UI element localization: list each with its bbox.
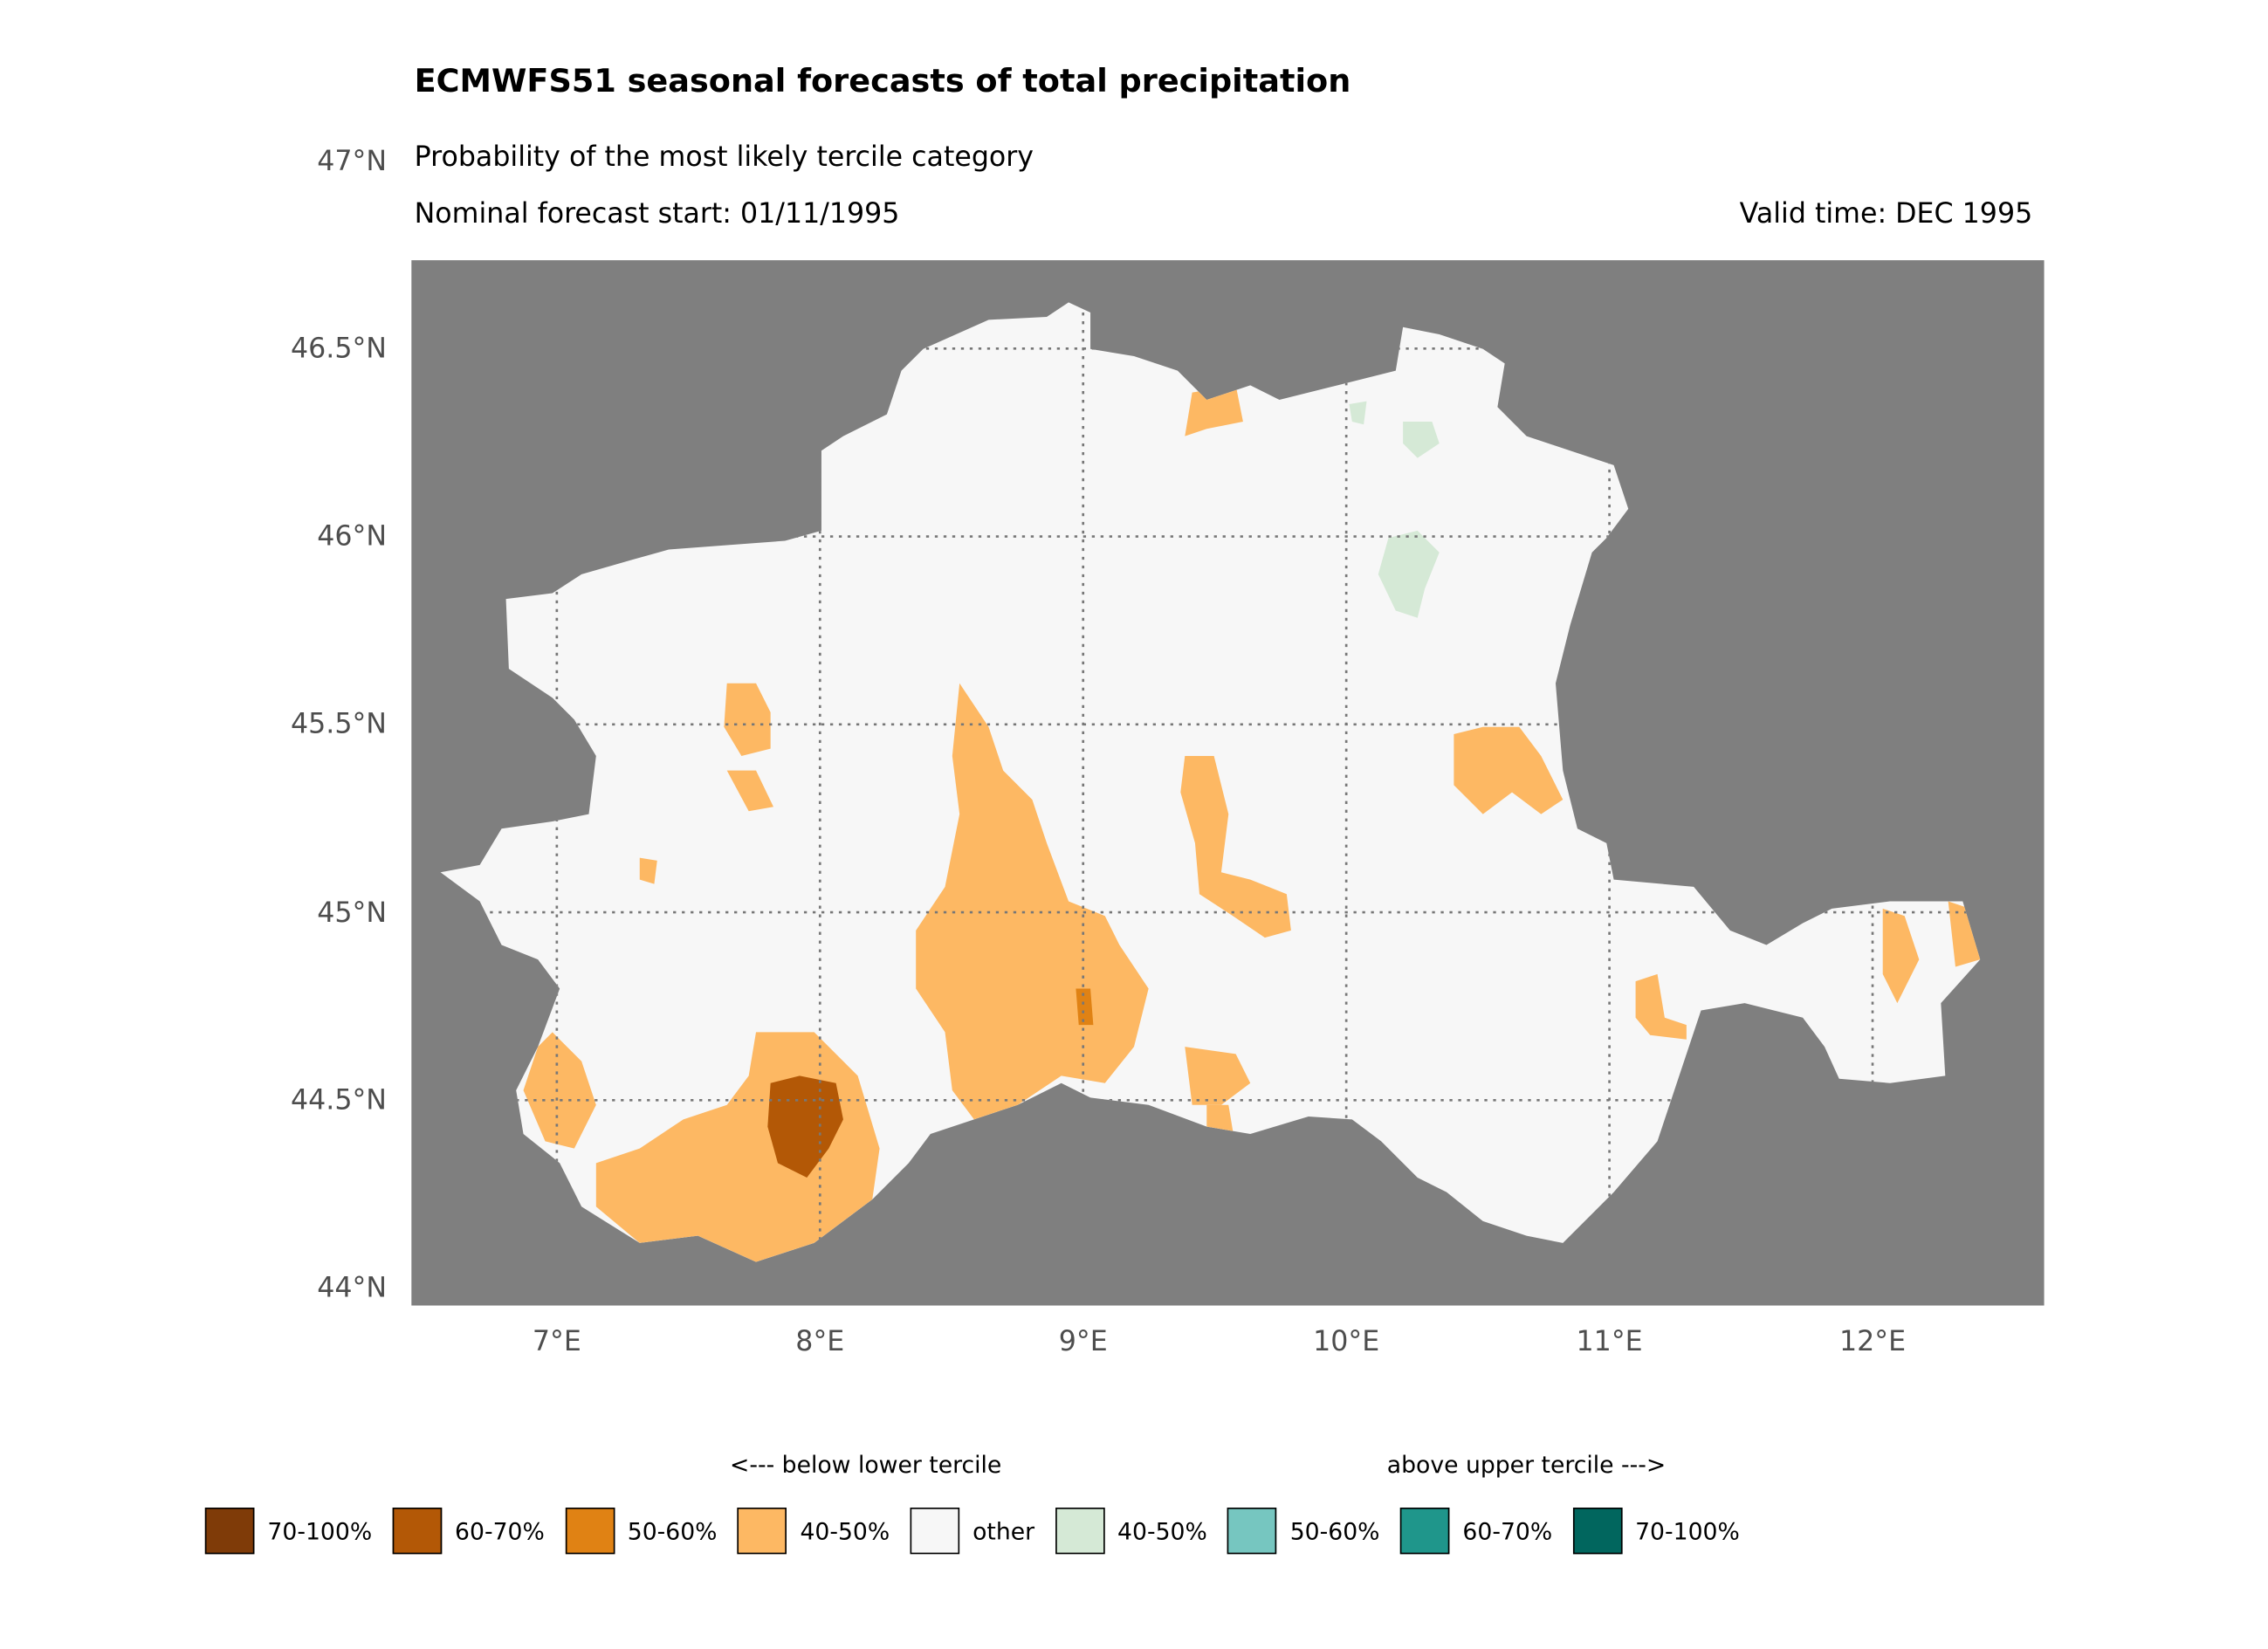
lon-tick-label: 11°E [1576, 1325, 1643, 1358]
lon-tick-label: 9°E [1058, 1325, 1108, 1358]
probability-patch [1948, 901, 1981, 967]
lat-tick-label: 45.5°N [291, 708, 387, 741]
legend-swatch [737, 1508, 787, 1555]
legend-swatch [1055, 1508, 1105, 1555]
lon-tick-label: 12°E [1838, 1325, 1907, 1358]
legend-swatch [1399, 1508, 1450, 1555]
legend-swatch [910, 1508, 960, 1555]
probability-patch [1180, 756, 1291, 938]
legend-label: 40-50% [1117, 1516, 1207, 1545]
probability-patch [1378, 530, 1440, 618]
probability-patch [523, 1032, 596, 1149]
legend-label: 50-60% [1289, 1516, 1380, 1545]
lon-tick-label: 10°E [1313, 1325, 1380, 1358]
legend: 70-100% 60-70% 50-60% 40-50% other 40-50% 50-6… [204, 1508, 1760, 1555]
legend-below-label: <--- below lower tercile [730, 1451, 1002, 1479]
forecast-start: Nominal forecast start: 01/11/1995 [414, 197, 900, 230]
legend-label: 70-100% [1635, 1516, 1740, 1545]
lat-tick-label: 44.5°N [291, 1083, 387, 1117]
lon-tick-label: 8°E [795, 1325, 845, 1358]
chart-title: ECMWFS51 seasonal forecasts of total pre… [414, 64, 1351, 100]
chart-subtitle: Probability of the most likely tercile c… [414, 141, 1034, 174]
probability-patch [724, 683, 771, 757]
legend-label: 50-60% [627, 1516, 718, 1545]
legend-label: 60-70% [455, 1516, 545, 1545]
legend-above-label: above upper tercile ---> [1386, 1451, 1667, 1479]
lat-tick-label: 46.5°N [291, 332, 387, 365]
probability-patch [1403, 421, 1440, 458]
probability-patch [1349, 401, 1367, 425]
probability-patch [1185, 1047, 1251, 1105]
legend-label: 70-100% [267, 1516, 373, 1545]
valid-time: Valid time: DEC 1995 [1739, 197, 2033, 230]
probability-patch [1635, 973, 1687, 1040]
legend-swatch [392, 1508, 443, 1555]
legend-label: 60-70% [1462, 1516, 1553, 1545]
probability-patch [639, 857, 657, 884]
legend-swatch [565, 1508, 615, 1555]
lat-tick-label: 47°N [317, 144, 387, 177]
probability-patch [726, 770, 773, 812]
lat-tick-label: 46°N [317, 520, 387, 553]
probability-patch [1076, 988, 1094, 1026]
lat-tick-label: 44°N [317, 1272, 387, 1304]
legend-swatch [1572, 1508, 1623, 1555]
probability-patch [1206, 1104, 1234, 1131]
legend-label: 40-50% [800, 1516, 890, 1545]
lat-tick-label: 45°N [317, 896, 387, 929]
probability-patch [1185, 385, 1243, 436]
legend-swatch [1227, 1508, 1277, 1555]
legend-swatch [204, 1508, 255, 1555]
legend-label: other [972, 1516, 1035, 1545]
lon-tick-label: 7°E [532, 1325, 581, 1358]
